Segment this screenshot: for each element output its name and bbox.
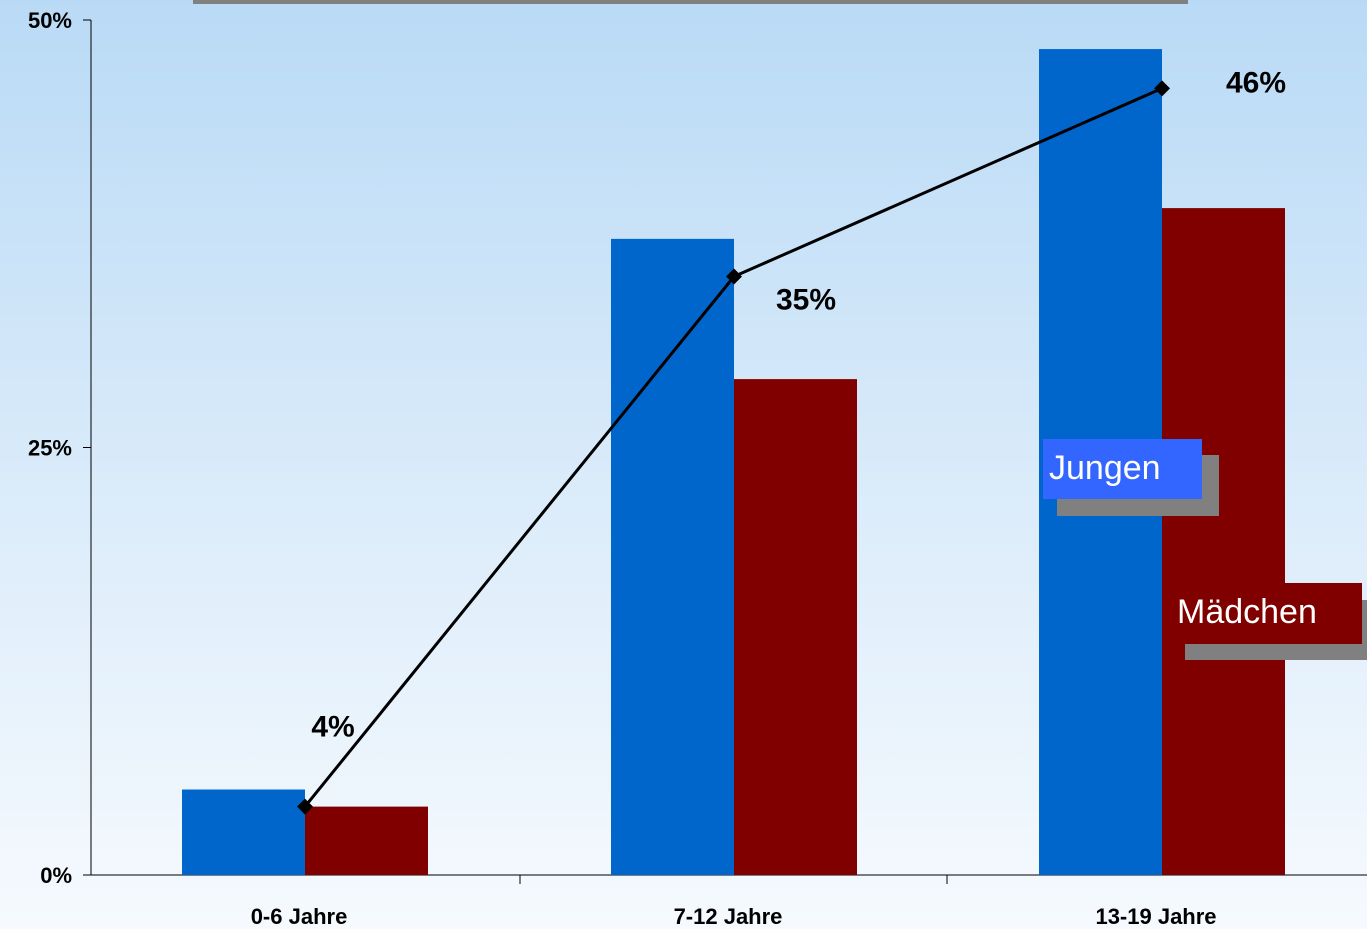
trend-data-label: 4% <box>311 711 354 744</box>
trend-line <box>297 80 1170 815</box>
trend-data-label: 46% <box>1226 66 1286 99</box>
top-frame-bar <box>193 0 1188 4</box>
legend-label-maedchen: Mädchen <box>1171 583 1362 644</box>
bar-jungen <box>611 238 734 875</box>
trend-marker <box>726 268 742 285</box>
y-tick-label: 0% <box>40 863 72 888</box>
bar-maedchen <box>1162 208 1285 876</box>
legend-item-jungen: Jungen <box>1043 439 1219 516</box>
trend-marker <box>1154 80 1170 97</box>
bars <box>182 49 1285 876</box>
trend-data-label: 35% <box>776 284 836 317</box>
y-tick-label: 25% <box>28 436 72 461</box>
bar-jungen <box>182 789 305 875</box>
axes: 0% 25% 50% 0-6 Jahre 7-12 Jahre 13-19 Jahre <box>28 8 1367 929</box>
bar-maedchen <box>305 806 428 875</box>
data-labels: 4% 35% 46% <box>311 66 1286 743</box>
x-tick-label: 7-12 Jahre <box>674 904 783 929</box>
bar-maedchen <box>734 379 857 875</box>
trend-marker <box>297 798 313 815</box>
x-tick-label: 13-19 Jahre <box>1095 904 1216 929</box>
y-tick-label: 50% <box>28 8 72 33</box>
legend-item-maedchen: Mädchen <box>1171 583 1367 660</box>
x-tick-label: 0-6 Jahre <box>251 904 348 929</box>
legend-label-jungen: Jungen <box>1043 439 1202 499</box>
